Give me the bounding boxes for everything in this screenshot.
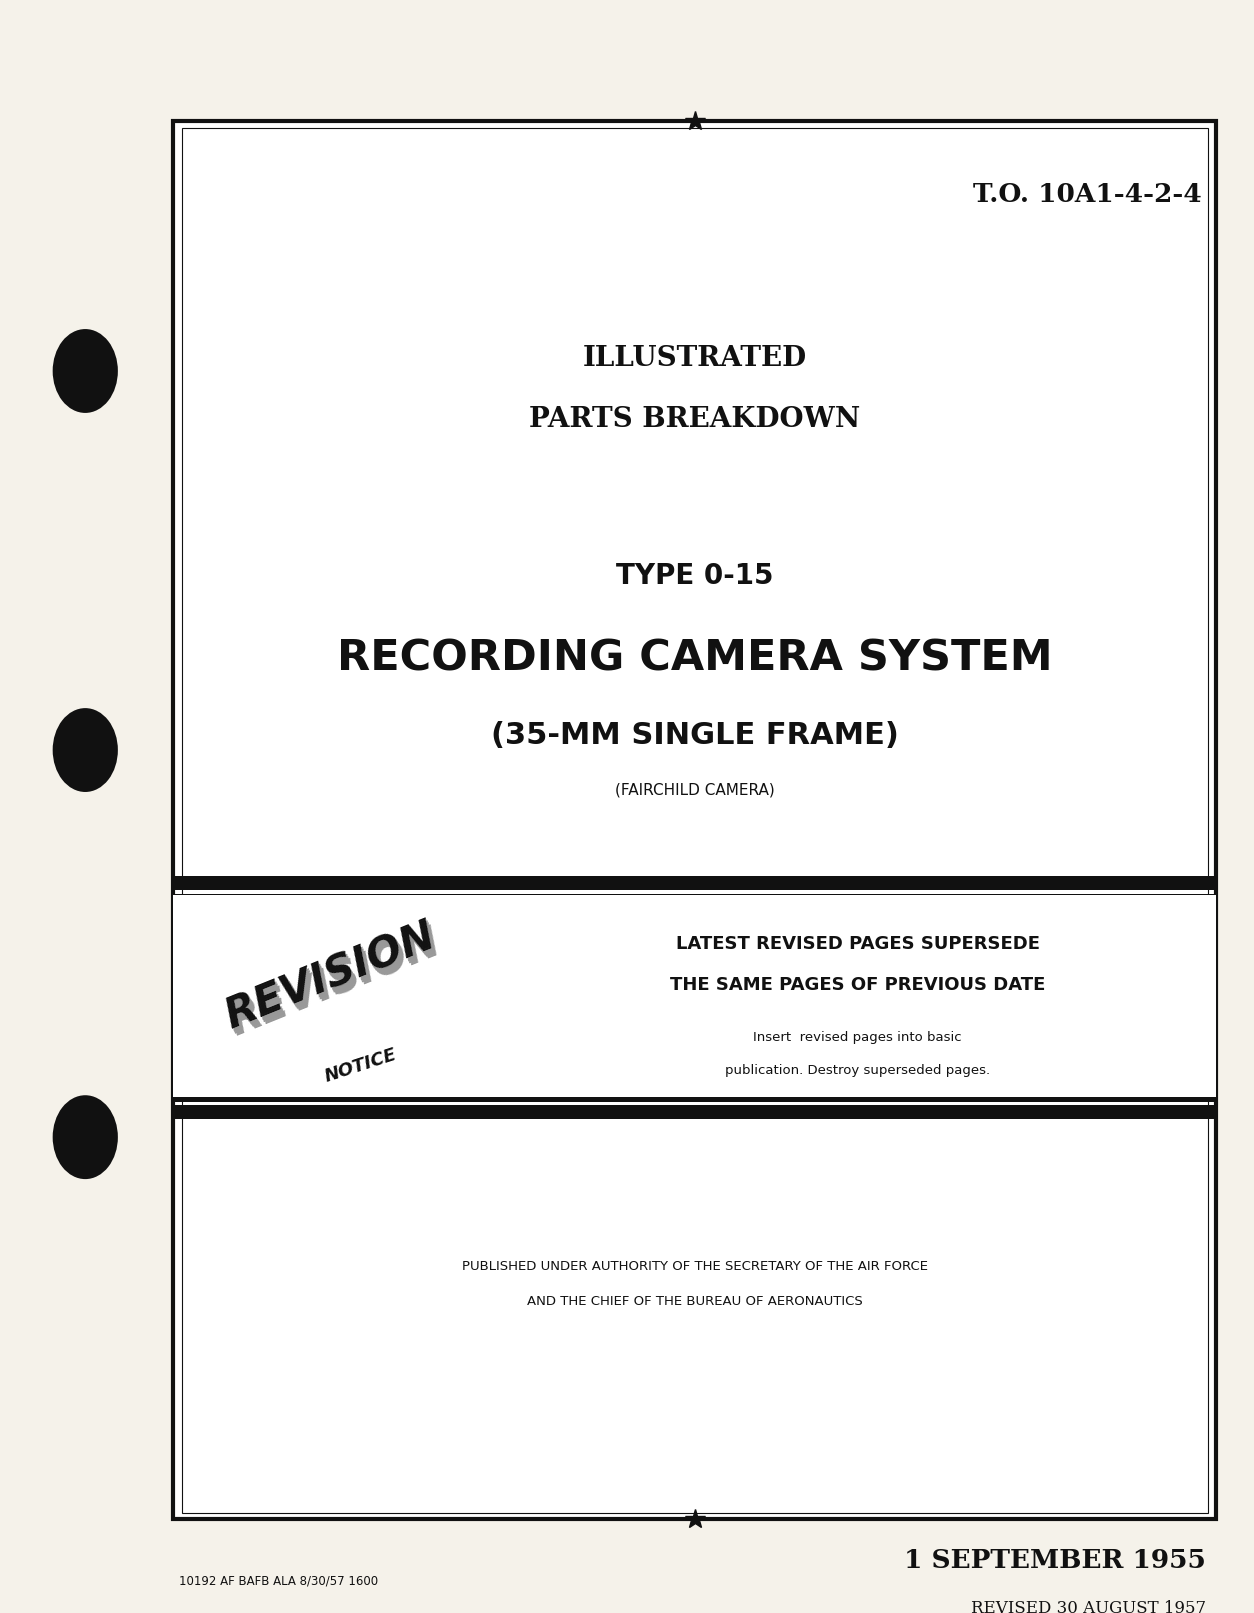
Text: AND THE CHIEF OF THE BUREAU OF AERONAUTICS: AND THE CHIEF OF THE BUREAU OF AERONAUTI… bbox=[527, 1295, 863, 1308]
Circle shape bbox=[53, 329, 118, 413]
Circle shape bbox=[53, 708, 118, 792]
Bar bbox=[173, 894, 1216, 898]
Bar bbox=[182, 127, 1208, 1513]
Text: REVISION: REVISION bbox=[223, 921, 446, 1045]
Bar bbox=[173, 121, 1216, 1519]
Text: ILLUSTRATED: ILLUSTRATED bbox=[583, 345, 806, 371]
Text: T.O. 10A1-4-2-4: T.O. 10A1-4-2-4 bbox=[973, 182, 1201, 206]
Bar bbox=[173, 121, 1216, 1519]
Text: publication. Destroy superseded pages.: publication. Destroy superseded pages. bbox=[725, 1063, 991, 1077]
Text: REVISION: REVISION bbox=[218, 915, 441, 1039]
Text: LATEST REVISED PAGES SUPERSEDE: LATEST REVISED PAGES SUPERSEDE bbox=[676, 936, 1040, 953]
Text: REVISED 30 AUGUST 1957: REVISED 30 AUGUST 1957 bbox=[971, 1600, 1206, 1613]
Text: 10192 AF BAFB ALA 8/30/57 1600: 10192 AF BAFB ALA 8/30/57 1600 bbox=[179, 1574, 379, 1587]
Text: (FAIRCHILD CAMERA): (FAIRCHILD CAMERA) bbox=[614, 782, 775, 798]
Bar bbox=[173, 876, 1216, 890]
Text: REVISION: REVISION bbox=[222, 919, 445, 1044]
Text: RECORDING CAMERA SYSTEM: RECORDING CAMERA SYSTEM bbox=[337, 637, 1052, 679]
Text: NOTICE: NOTICE bbox=[322, 1045, 400, 1086]
Text: 1 SEPTEMBER 1955: 1 SEPTEMBER 1955 bbox=[904, 1548, 1206, 1573]
Text: PARTS BREAKDOWN: PARTS BREAKDOWN bbox=[529, 406, 860, 432]
Bar bbox=[173, 1105, 1216, 1119]
Text: REVISION: REVISION bbox=[221, 918, 444, 1042]
Bar bbox=[173, 1097, 1216, 1102]
Text: REVISION: REVISION bbox=[218, 915, 441, 1039]
Text: (35-MM SINGLE FRAME): (35-MM SINGLE FRAME) bbox=[490, 721, 899, 750]
Text: Insert  revised pages into basic: Insert revised pages into basic bbox=[754, 1031, 962, 1045]
Circle shape bbox=[53, 1095, 118, 1179]
Text: PUBLISHED UNDER AUTHORITY OF THE SECRETARY OF THE AIR FORCE: PUBLISHED UNDER AUTHORITY OF THE SECRETA… bbox=[461, 1260, 928, 1273]
Text: THE SAME PAGES OF PREVIOUS DATE: THE SAME PAGES OF PREVIOUS DATE bbox=[670, 976, 1046, 994]
Bar bbox=[173, 895, 1216, 1097]
Text: TYPE 0-15: TYPE 0-15 bbox=[616, 561, 774, 590]
